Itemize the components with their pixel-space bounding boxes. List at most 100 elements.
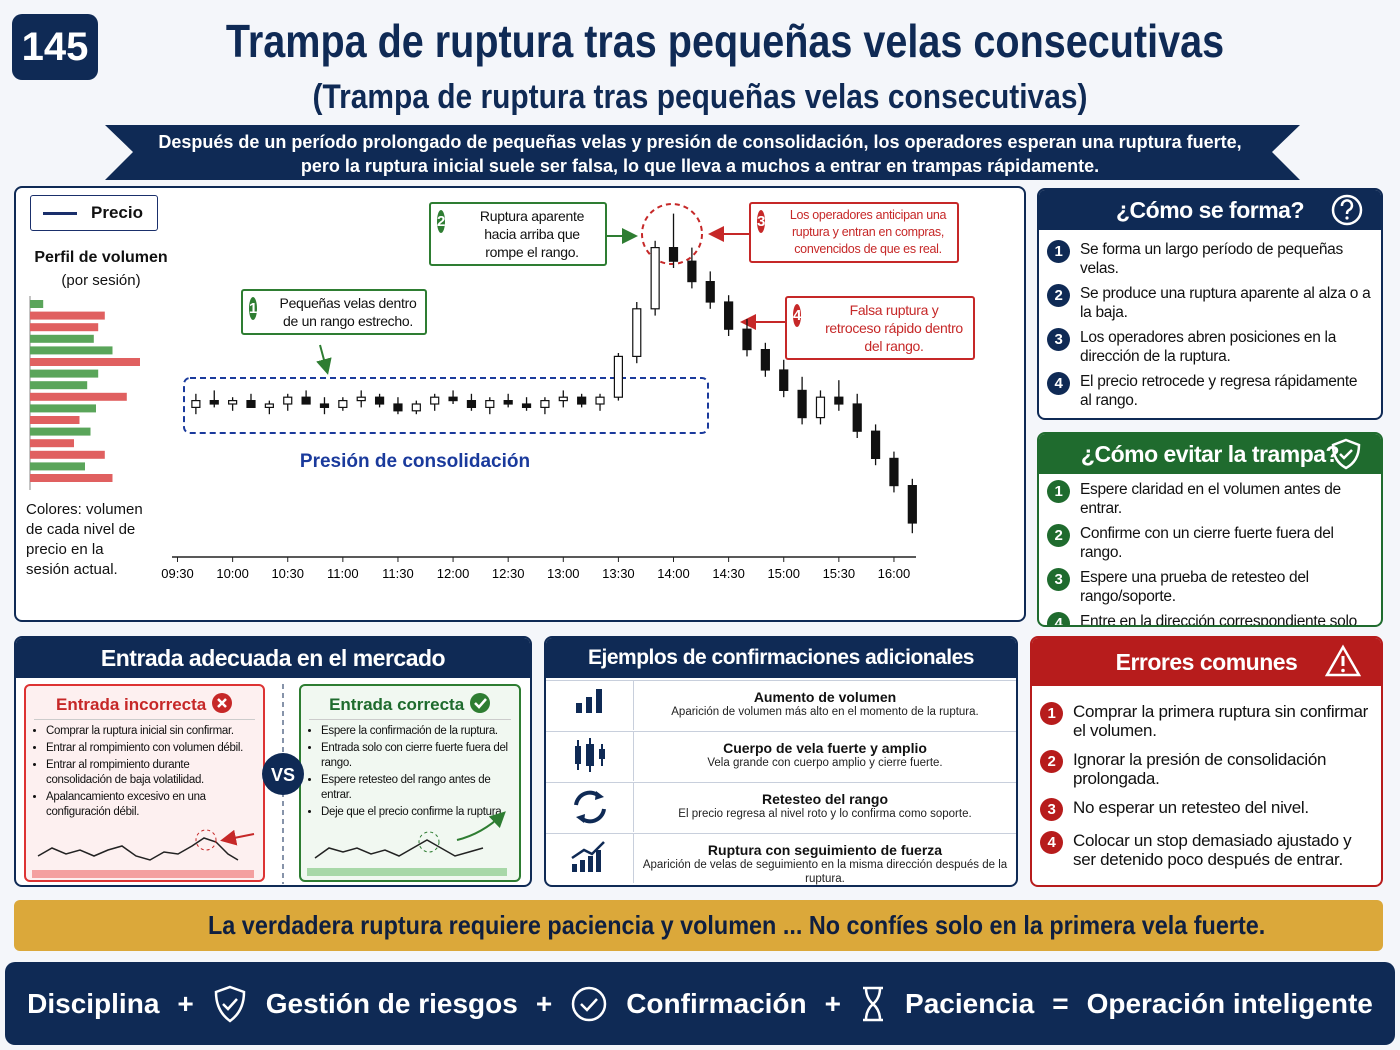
box-title: Entrada correcta	[309, 692, 511, 720]
item-number: 2	[1047, 284, 1070, 307]
footer-operator: +	[535, 987, 553, 1019]
list: Espere la confirmación de la ruptura. Ent…	[309, 724, 511, 820]
item-text: No esperar un retesteo del nivel.	[1073, 798, 1309, 817]
forma-panel: ¿Cómo se forma? 1 Se forma un largo perío…	[1037, 188, 1383, 420]
icon	[1331, 194, 1363, 226]
mini-chart	[32, 829, 255, 878]
decoration	[596, 850, 601, 872]
decoration	[262, 753, 304, 795]
decoration	[1331, 438, 1361, 470]
annotation: 2 Ruptura aparente hacia arriba que rompe…	[429, 202, 607, 266]
decoration	[195, 829, 217, 851]
item-text: El precio retrocede y regresa rápidament…	[1080, 373, 1358, 409]
decoration	[456, 811, 506, 841]
decoration	[571, 986, 607, 1021]
incorrect-box: Entrada incorrecta Comprar la ruptura in…	[24, 684, 265, 882]
consolidation-label: Presión de consolidación	[299, 451, 531, 472]
decoration	[599, 749, 605, 759]
item-text: Se produce una ruptura aparente al alza …	[1080, 285, 1371, 321]
list-item: 1 Comprar la primera ruptura sin confirma…	[1040, 702, 1371, 740]
decoration	[572, 864, 577, 872]
decoration	[586, 744, 594, 766]
title: Trampa de ruptura tras pequeñas velas co…	[225, 15, 1225, 67]
hourglass-icon	[863, 986, 884, 1021]
example-title: Aumento de volumen	[753, 689, 897, 705]
ribbon	[105, 125, 1300, 180]
example-text: Ruptura con seguimiento de fuerza Aparici…	[634, 834, 1016, 885]
list: 1 Espere claridad en el volumen antes de …	[1039, 480, 1381, 627]
decoration	[580, 997, 599, 1012]
decoration	[1339, 449, 1353, 460]
icon	[469, 693, 490, 713]
panel-header: ¿Cómo se forma?	[1039, 190, 1381, 230]
icon	[575, 738, 605, 772]
example-text: Retesteo del rango El precio regresa al n…	[634, 783, 1016, 832]
bullet-item: Espere retesteo del rango antes de entra…	[321, 773, 511, 803]
vs-divider: VS	[262, 684, 304, 884]
example-icon	[546, 783, 634, 832]
decoration	[863, 986, 884, 1021]
tip-text: La verdadera ruptura requiere paciencia …	[208, 910, 1266, 940]
panel-title: Errores comunes	[1115, 648, 1298, 675]
decoration	[314, 839, 484, 859]
item-number: 1	[1040, 702, 1063, 725]
decoration	[575, 746, 581, 764]
item-text: Entre en la dirección correspondiente so…	[1080, 613, 1357, 627]
list-item: 3 Los operadores abren posiciones en la d…	[1047, 328, 1371, 366]
list-item: 4 Entre en la dirección correspondiente s…	[1047, 612, 1371, 627]
footer-result: Operación inteligente	[1086, 987, 1373, 1019]
list: 1 Se forma un largo período de pequeñas v…	[1039, 230, 1381, 410]
item-number: 4	[1040, 831, 1063, 854]
list-item: 3 Espere una prueba de retesteo del rango…	[1047, 568, 1371, 606]
decoration	[469, 693, 490, 713]
bullet-item: Entrar al rompimiento con volumen débil.	[46, 741, 255, 756]
list-item: 2 Confirme con un cierre fuerte fuera del…	[1047, 524, 1371, 562]
item-text: Colocar un stop demasiado ajustado y ser…	[1073, 831, 1352, 869]
annotation-number: 3	[757, 210, 765, 233]
bullet-item: Apalancamiento excesivo en una configura…	[46, 790, 255, 820]
annotation-text: Falsa ruptura y retroceso rápido dentro …	[825, 302, 963, 354]
banner-line: pero la ruptura inicial suele ser falsa,…	[301, 156, 1099, 176]
mini-chart	[307, 811, 507, 876]
correct-box: Entrada correcta Espere la confirmación …	[299, 684, 521, 882]
shield-icon	[214, 985, 246, 1023]
list-item: 1 Se forma un largo período de pequeñas v…	[1047, 240, 1371, 278]
example-text: Cuerpo de vela fuerte y amplio Vela grand…	[634, 732, 1016, 781]
bullet-item: Deje que el precio confirme la ruptura.	[321, 805, 511, 820]
legend-swatch	[43, 211, 77, 215]
footer-item: Paciencia	[905, 987, 1035, 1019]
bullet-item: Espere la confirmación de la ruptura.	[321, 724, 511, 739]
box-title-text: Entrada correcta	[329, 695, 465, 714]
decoration	[37, 837, 239, 861]
example-row: Ruptura con seguimiento de fuerza Aparici…	[546, 833, 1016, 885]
list: 1 Comprar la primera ruptura sin confirma…	[1032, 686, 1381, 869]
annotation-text: Ruptura aparente hacia arriba que rompe …	[479, 208, 585, 260]
example-row: Cuerpo de vela fuerte y amplio Vela grand…	[546, 731, 1016, 781]
item-number: 3	[1040, 798, 1063, 821]
evitar-panel: ¿Cómo evitar la trampa? 1 Espere claridad…	[1037, 432, 1383, 627]
decoration	[588, 856, 593, 872]
item-text: Ignorar la presión de consolidación prol…	[1073, 750, 1327, 788]
item-number: 4	[1047, 612, 1070, 625]
decoration	[1331, 194, 1363, 226]
volume-title: Perfil de volumen	[34, 249, 168, 266]
legend-label: Precio	[91, 203, 143, 222]
item-number: 3	[1047, 328, 1070, 351]
item-number: 3	[1047, 568, 1070, 591]
panel-header: Entrada adecuada en el mercado	[16, 638, 530, 678]
bullet-item: Entrada solo con cierre fuerte fuera del…	[321, 741, 511, 771]
volume-note: Colores: volumen de cada nivel de precio…	[26, 501, 143, 578]
annotation: 4 Falsa ruptura y retroceso rápido dentro…	[785, 296, 975, 360]
example-title: Retesteo del rango	[761, 791, 889, 807]
annotation-number: 4	[793, 304, 801, 327]
panel-header: Ejemplos de confirmaciones adicionales	[546, 638, 1016, 678]
list-item: 4 Colocar un stop demasiado ajustado y se…	[1040, 831, 1371, 869]
decoration	[418, 831, 440, 853]
example-desc: Aparición de volumen más alto en el mome…	[671, 706, 979, 718]
decoration	[596, 689, 602, 713]
decoration	[1340, 199, 1354, 215]
icon	[571, 841, 605, 872]
banner: Después de un período prolongado de pequ…	[105, 125, 1300, 180]
legend: Precio	[30, 195, 158, 231]
badge: 145	[12, 14, 98, 80]
